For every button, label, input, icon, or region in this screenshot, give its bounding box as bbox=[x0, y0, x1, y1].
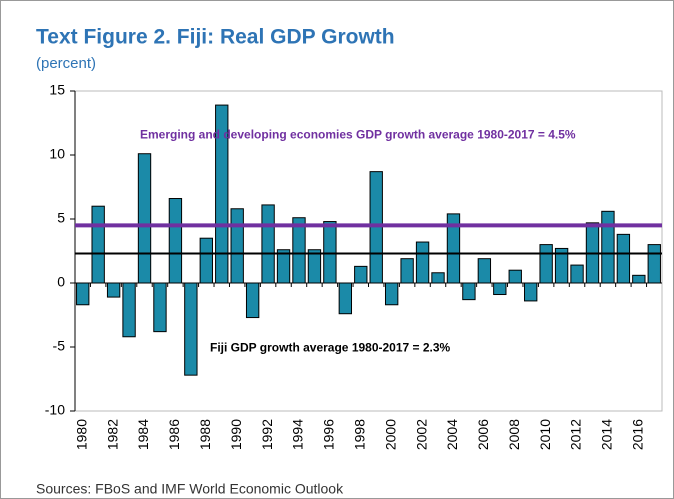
bar bbox=[632, 274, 646, 284]
y-tick-label: 0 bbox=[57, 274, 65, 290]
bar bbox=[462, 282, 476, 301]
x-tick-label: 2008 bbox=[506, 419, 522, 450]
source: Sources: FBoS and IMF World Economic Out… bbox=[36, 481, 344, 497]
bar bbox=[199, 237, 213, 284]
x-tick-label: 1980 bbox=[73, 419, 89, 450]
bar bbox=[493, 282, 507, 296]
x-tick-label: 2006 bbox=[475, 419, 491, 450]
bar bbox=[323, 221, 337, 284]
x-tick-label: 1988 bbox=[197, 419, 213, 450]
bar bbox=[477, 258, 492, 284]
reference-label: Fiji GDP growth average 1980-2017 = 2.3% bbox=[210, 341, 451, 355]
bar bbox=[106, 282, 121, 298]
reference-label: Emerging and developing economies GDP gr… bbox=[140, 128, 576, 142]
bar bbox=[400, 258, 414, 284]
x-tick-label: 2000 bbox=[382, 419, 398, 450]
y-tick-label: 5 bbox=[57, 210, 65, 226]
x-tick-label: 1994 bbox=[290, 419, 306, 450]
bar bbox=[570, 264, 584, 284]
bar bbox=[168, 198, 183, 284]
bar bbox=[338, 282, 353, 315]
x-tick-label: 1996 bbox=[321, 419, 337, 450]
x-tick-label: 1992 bbox=[259, 419, 275, 450]
bar bbox=[601, 210, 615, 284]
bar bbox=[122, 282, 136, 338]
x-tick-label: 1984 bbox=[135, 419, 151, 450]
bar bbox=[524, 282, 538, 302]
y-tick-label: -5 bbox=[53, 338, 66, 354]
bar bbox=[431, 272, 445, 284]
y-tick-label: 10 bbox=[49, 146, 65, 162]
bar bbox=[230, 208, 244, 284]
bar bbox=[384, 282, 399, 306]
bar bbox=[307, 249, 322, 284]
bar bbox=[261, 204, 275, 284]
x-tick-label: 2014 bbox=[599, 419, 615, 450]
y-tick-label: 15 bbox=[49, 82, 65, 98]
bar bbox=[539, 244, 553, 284]
bar bbox=[276, 249, 291, 284]
bar bbox=[292, 217, 306, 284]
bar bbox=[354, 265, 368, 284]
bar bbox=[137, 153, 152, 284]
bar bbox=[245, 282, 260, 319]
bar bbox=[647, 244, 661, 284]
chart-subtitle: (percent) bbox=[36, 55, 96, 72]
x-tick-label: 2010 bbox=[537, 419, 553, 450]
x-tick-label: 1986 bbox=[166, 419, 182, 450]
bar bbox=[76, 282, 90, 306]
bar bbox=[184, 282, 198, 376]
x-tick-label: 1982 bbox=[104, 419, 120, 450]
x-tick-label: 2004 bbox=[444, 419, 460, 450]
bar bbox=[415, 241, 430, 284]
x-tick-label: 2012 bbox=[568, 419, 584, 450]
x-tick-label: 2016 bbox=[630, 419, 646, 450]
bar bbox=[153, 282, 167, 333]
bar bbox=[508, 269, 522, 284]
bar bbox=[616, 233, 631, 284]
chart-title: Text Figure 2. Fiji: Real GDP Growth bbox=[36, 26, 395, 49]
bar bbox=[91, 205, 105, 284]
x-tick-label: 2002 bbox=[413, 419, 429, 450]
x-tick-label: 1998 bbox=[351, 419, 367, 450]
x-tick-label: 1990 bbox=[228, 419, 244, 450]
y-tick-label: -10 bbox=[45, 402, 65, 418]
